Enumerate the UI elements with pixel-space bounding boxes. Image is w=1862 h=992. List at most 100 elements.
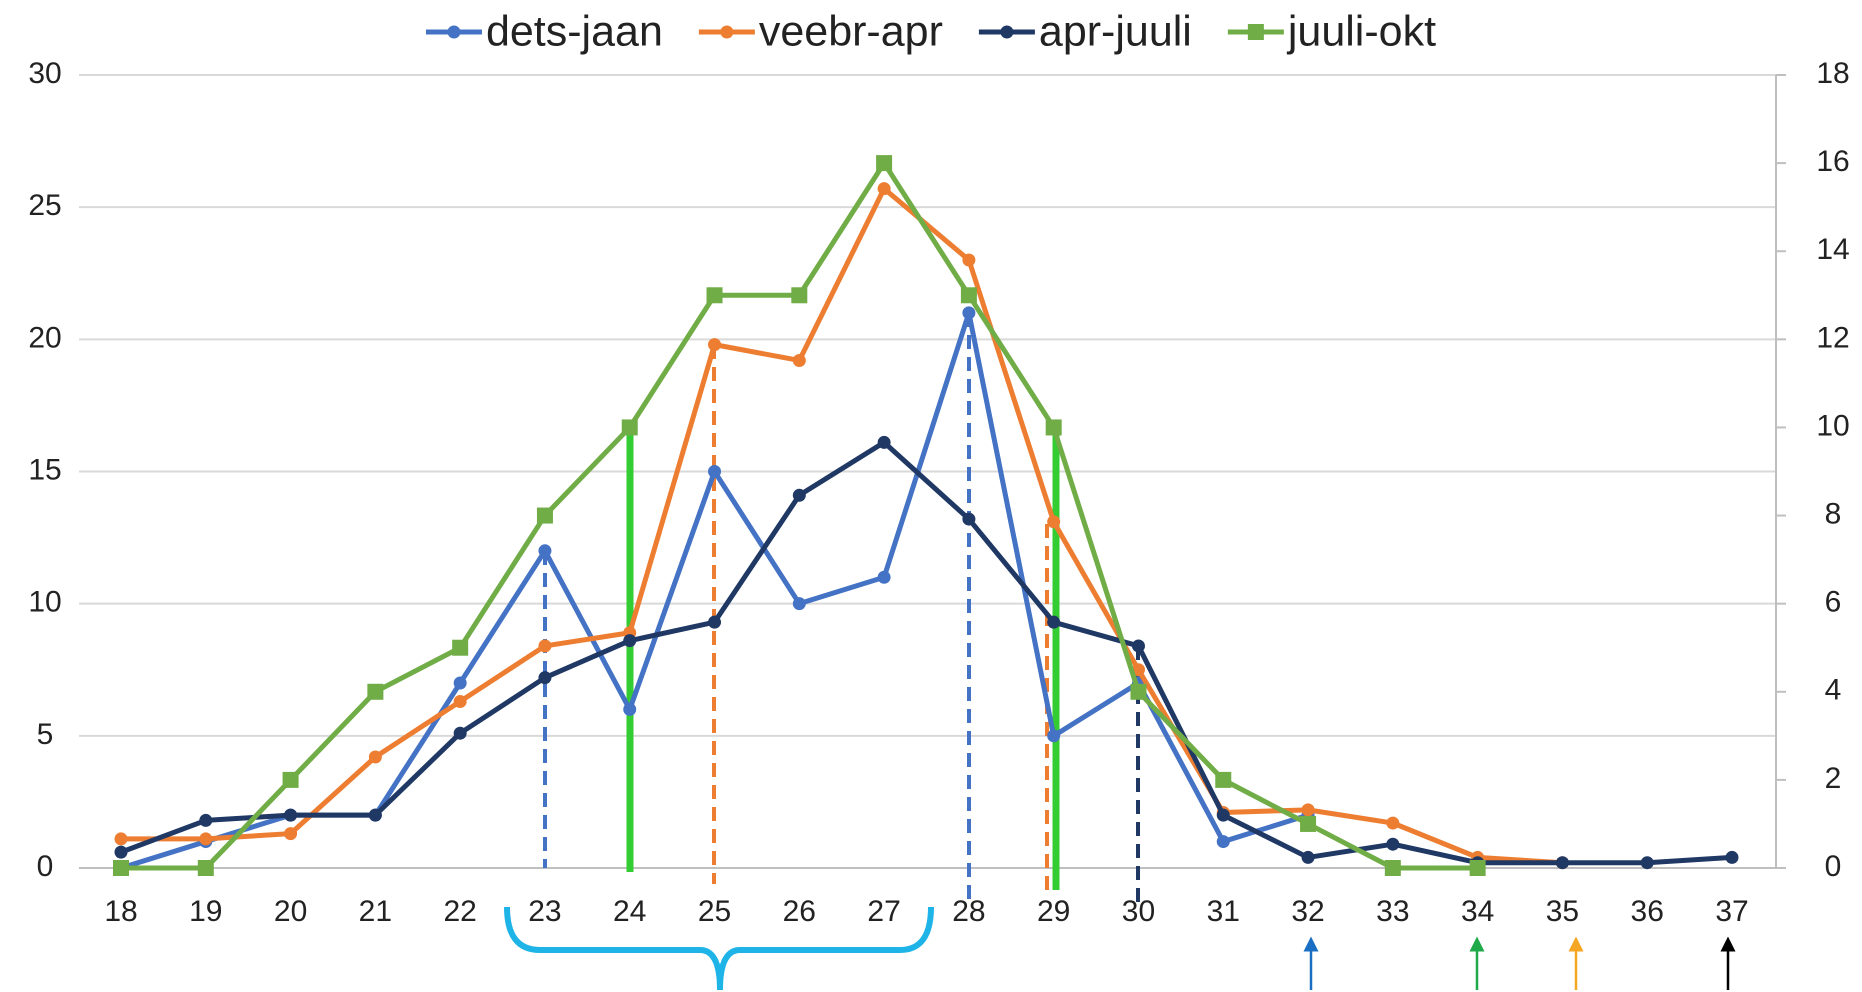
data-point bbox=[1216, 835, 1230, 849]
data-point bbox=[284, 808, 298, 822]
data-point bbox=[708, 338, 722, 352]
series bbox=[114, 182, 1569, 870]
y-tick-label: 10 bbox=[28, 586, 61, 619]
data-point bbox=[1386, 837, 1400, 851]
x-tick-label: 22 bbox=[443, 895, 476, 928]
data-point bbox=[282, 771, 299, 788]
data-point bbox=[538, 671, 552, 685]
data-point bbox=[453, 694, 467, 708]
x-tick-label: 34 bbox=[1461, 895, 1494, 928]
data-point bbox=[877, 435, 891, 449]
data-point bbox=[1386, 816, 1400, 830]
legend-marker bbox=[1000, 25, 1014, 39]
y2-tick-label: 6 bbox=[1825, 586, 1842, 619]
x-tick-label: 25 bbox=[698, 895, 731, 928]
legend-label: apr-juuli bbox=[1039, 7, 1192, 55]
data-point bbox=[962, 512, 976, 526]
data-point bbox=[284, 827, 298, 841]
legend-item: apr-juuli bbox=[978, 7, 1192, 55]
y2-tick-label: 10 bbox=[1816, 409, 1849, 442]
data-point bbox=[368, 808, 382, 822]
x-tick-label: 28 bbox=[952, 895, 985, 928]
data-point bbox=[368, 750, 382, 764]
data-point bbox=[453, 726, 467, 740]
x-tick-label: 23 bbox=[528, 895, 561, 928]
data-point bbox=[367, 683, 384, 700]
legend-marker bbox=[1247, 24, 1264, 40]
data-point bbox=[1045, 419, 1062, 436]
legend-label: juuli-okt bbox=[1286, 7, 1436, 55]
x-tick-label: 35 bbox=[1546, 895, 1579, 928]
y-tick-label: 25 bbox=[28, 189, 61, 222]
series-line bbox=[121, 160, 1478, 871]
data-point bbox=[114, 832, 128, 846]
series-line bbox=[120, 439, 1733, 866]
data-point bbox=[623, 702, 637, 716]
data-point bbox=[1216, 808, 1230, 822]
legend: dets-jaan veebr-apr apr-juuli juuli-okt bbox=[425, 7, 1436, 55]
data-point bbox=[453, 676, 467, 690]
data-point bbox=[708, 465, 722, 478]
legend-item: dets-jaan bbox=[425, 7, 663, 55]
x-tick-label: 30 bbox=[1122, 895, 1155, 928]
x-tick-label: 18 bbox=[104, 895, 137, 928]
y2-tick-label: 12 bbox=[1816, 321, 1849, 354]
y2-tick-label: 14 bbox=[1816, 233, 1849, 266]
y-tick-label: 0 bbox=[37, 850, 54, 883]
data-point bbox=[114, 845, 128, 859]
x-tick-label: 19 bbox=[189, 895, 222, 928]
y-tick-label: 5 bbox=[37, 718, 54, 751]
data-point bbox=[1047, 729, 1061, 743]
data-point bbox=[199, 813, 213, 827]
x-tick-label: 26 bbox=[783, 895, 816, 928]
legend-label: veebr-apr bbox=[759, 7, 943, 55]
data-point bbox=[1130, 683, 1147, 700]
legend-label: dets-jaan bbox=[486, 7, 663, 55]
x-tick-label: 24 bbox=[613, 895, 646, 928]
x-tick-label: 36 bbox=[1631, 895, 1664, 928]
x-tick-label: 37 bbox=[1715, 895, 1748, 928]
series bbox=[114, 435, 1739, 870]
data-point bbox=[877, 182, 891, 196]
grid bbox=[79, 74, 1786, 869]
legend-item: veebr-apr bbox=[698, 7, 943, 55]
legend-marker bbox=[447, 25, 461, 39]
data-point bbox=[1131, 639, 1145, 653]
annotations bbox=[504, 313, 1736, 991]
data-point bbox=[623, 634, 637, 648]
x-tick-label: 31 bbox=[1207, 895, 1240, 928]
data-point bbox=[1047, 515, 1061, 529]
series bbox=[113, 155, 1486, 876]
data-point bbox=[197, 860, 214, 876]
x-tick-label: 32 bbox=[1291, 895, 1324, 928]
y2-tick-label: 8 bbox=[1825, 497, 1842, 530]
data-point bbox=[792, 488, 806, 502]
y2-tick-label: 2 bbox=[1825, 762, 1842, 795]
data-point bbox=[536, 507, 553, 524]
data-point bbox=[962, 253, 976, 267]
data-point bbox=[1555, 856, 1569, 870]
data-point bbox=[1131, 663, 1145, 677]
data-point bbox=[876, 155, 893, 172]
data-point bbox=[1725, 850, 1739, 864]
y2-tick-label: 18 bbox=[1816, 57, 1849, 90]
data-point bbox=[199, 832, 213, 846]
data-point bbox=[708, 615, 722, 629]
data-point bbox=[621, 419, 638, 436]
data-point bbox=[1469, 860, 1486, 876]
y-tick-label: 20 bbox=[28, 321, 61, 354]
data-point bbox=[792, 597, 806, 611]
data-point bbox=[877, 570, 891, 584]
legend-item: juuli-okt bbox=[1227, 7, 1436, 55]
data-point bbox=[1384, 860, 1401, 876]
data-point bbox=[1300, 815, 1317, 832]
y2-tick-label: 4 bbox=[1825, 674, 1842, 707]
data-point bbox=[1640, 856, 1654, 870]
y-tick-label: 15 bbox=[28, 453, 61, 486]
legend-marker bbox=[720, 25, 734, 39]
data-point bbox=[1047, 615, 1061, 629]
data-point bbox=[706, 287, 723, 304]
data-point bbox=[1301, 850, 1315, 864]
data-point bbox=[538, 544, 552, 558]
